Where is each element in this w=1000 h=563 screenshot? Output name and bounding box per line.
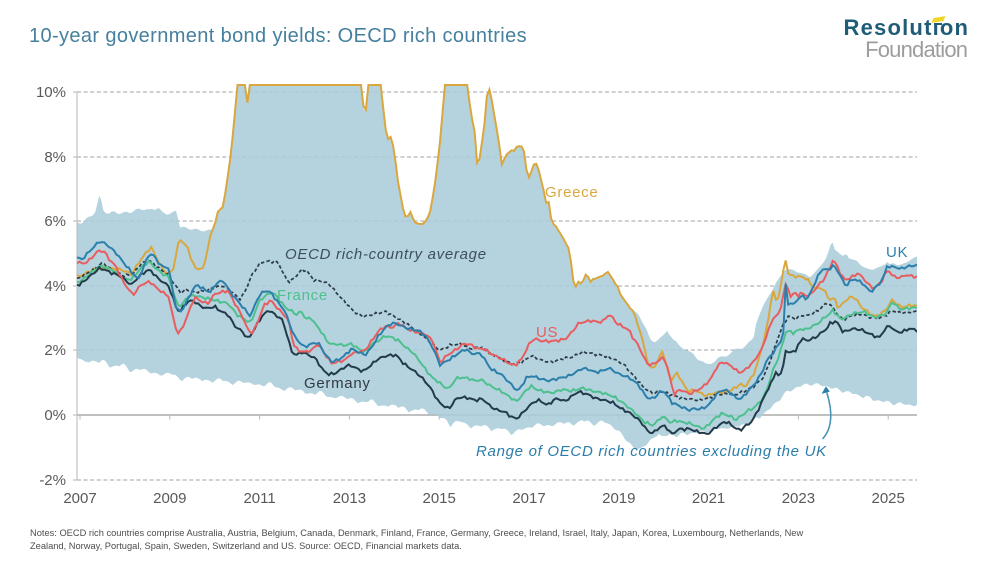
svg-text:2007: 2007	[63, 490, 96, 507]
svg-text:4%: 4%	[44, 278, 66, 295]
svg-text:2%: 2%	[44, 342, 66, 359]
svg-text:-2%: -2%	[39, 472, 66, 489]
svg-text:2011: 2011	[243, 490, 275, 507]
svg-text:6%: 6%	[44, 213, 66, 230]
svg-text:2023: 2023	[782, 490, 815, 507]
svg-text:2025: 2025	[872, 490, 905, 507]
svg-text:2019: 2019	[602, 490, 635, 507]
svg-text:0%: 0%	[44, 407, 66, 424]
svg-text:8%: 8%	[44, 149, 66, 166]
svg-text:2013: 2013	[333, 490, 366, 507]
svg-text:2021: 2021	[692, 490, 725, 507]
svg-text:2017: 2017	[512, 490, 545, 507]
svg-text:2009: 2009	[153, 490, 186, 507]
svg-text:2015: 2015	[423, 490, 456, 507]
svg-text:10%: 10%	[36, 84, 66, 101]
